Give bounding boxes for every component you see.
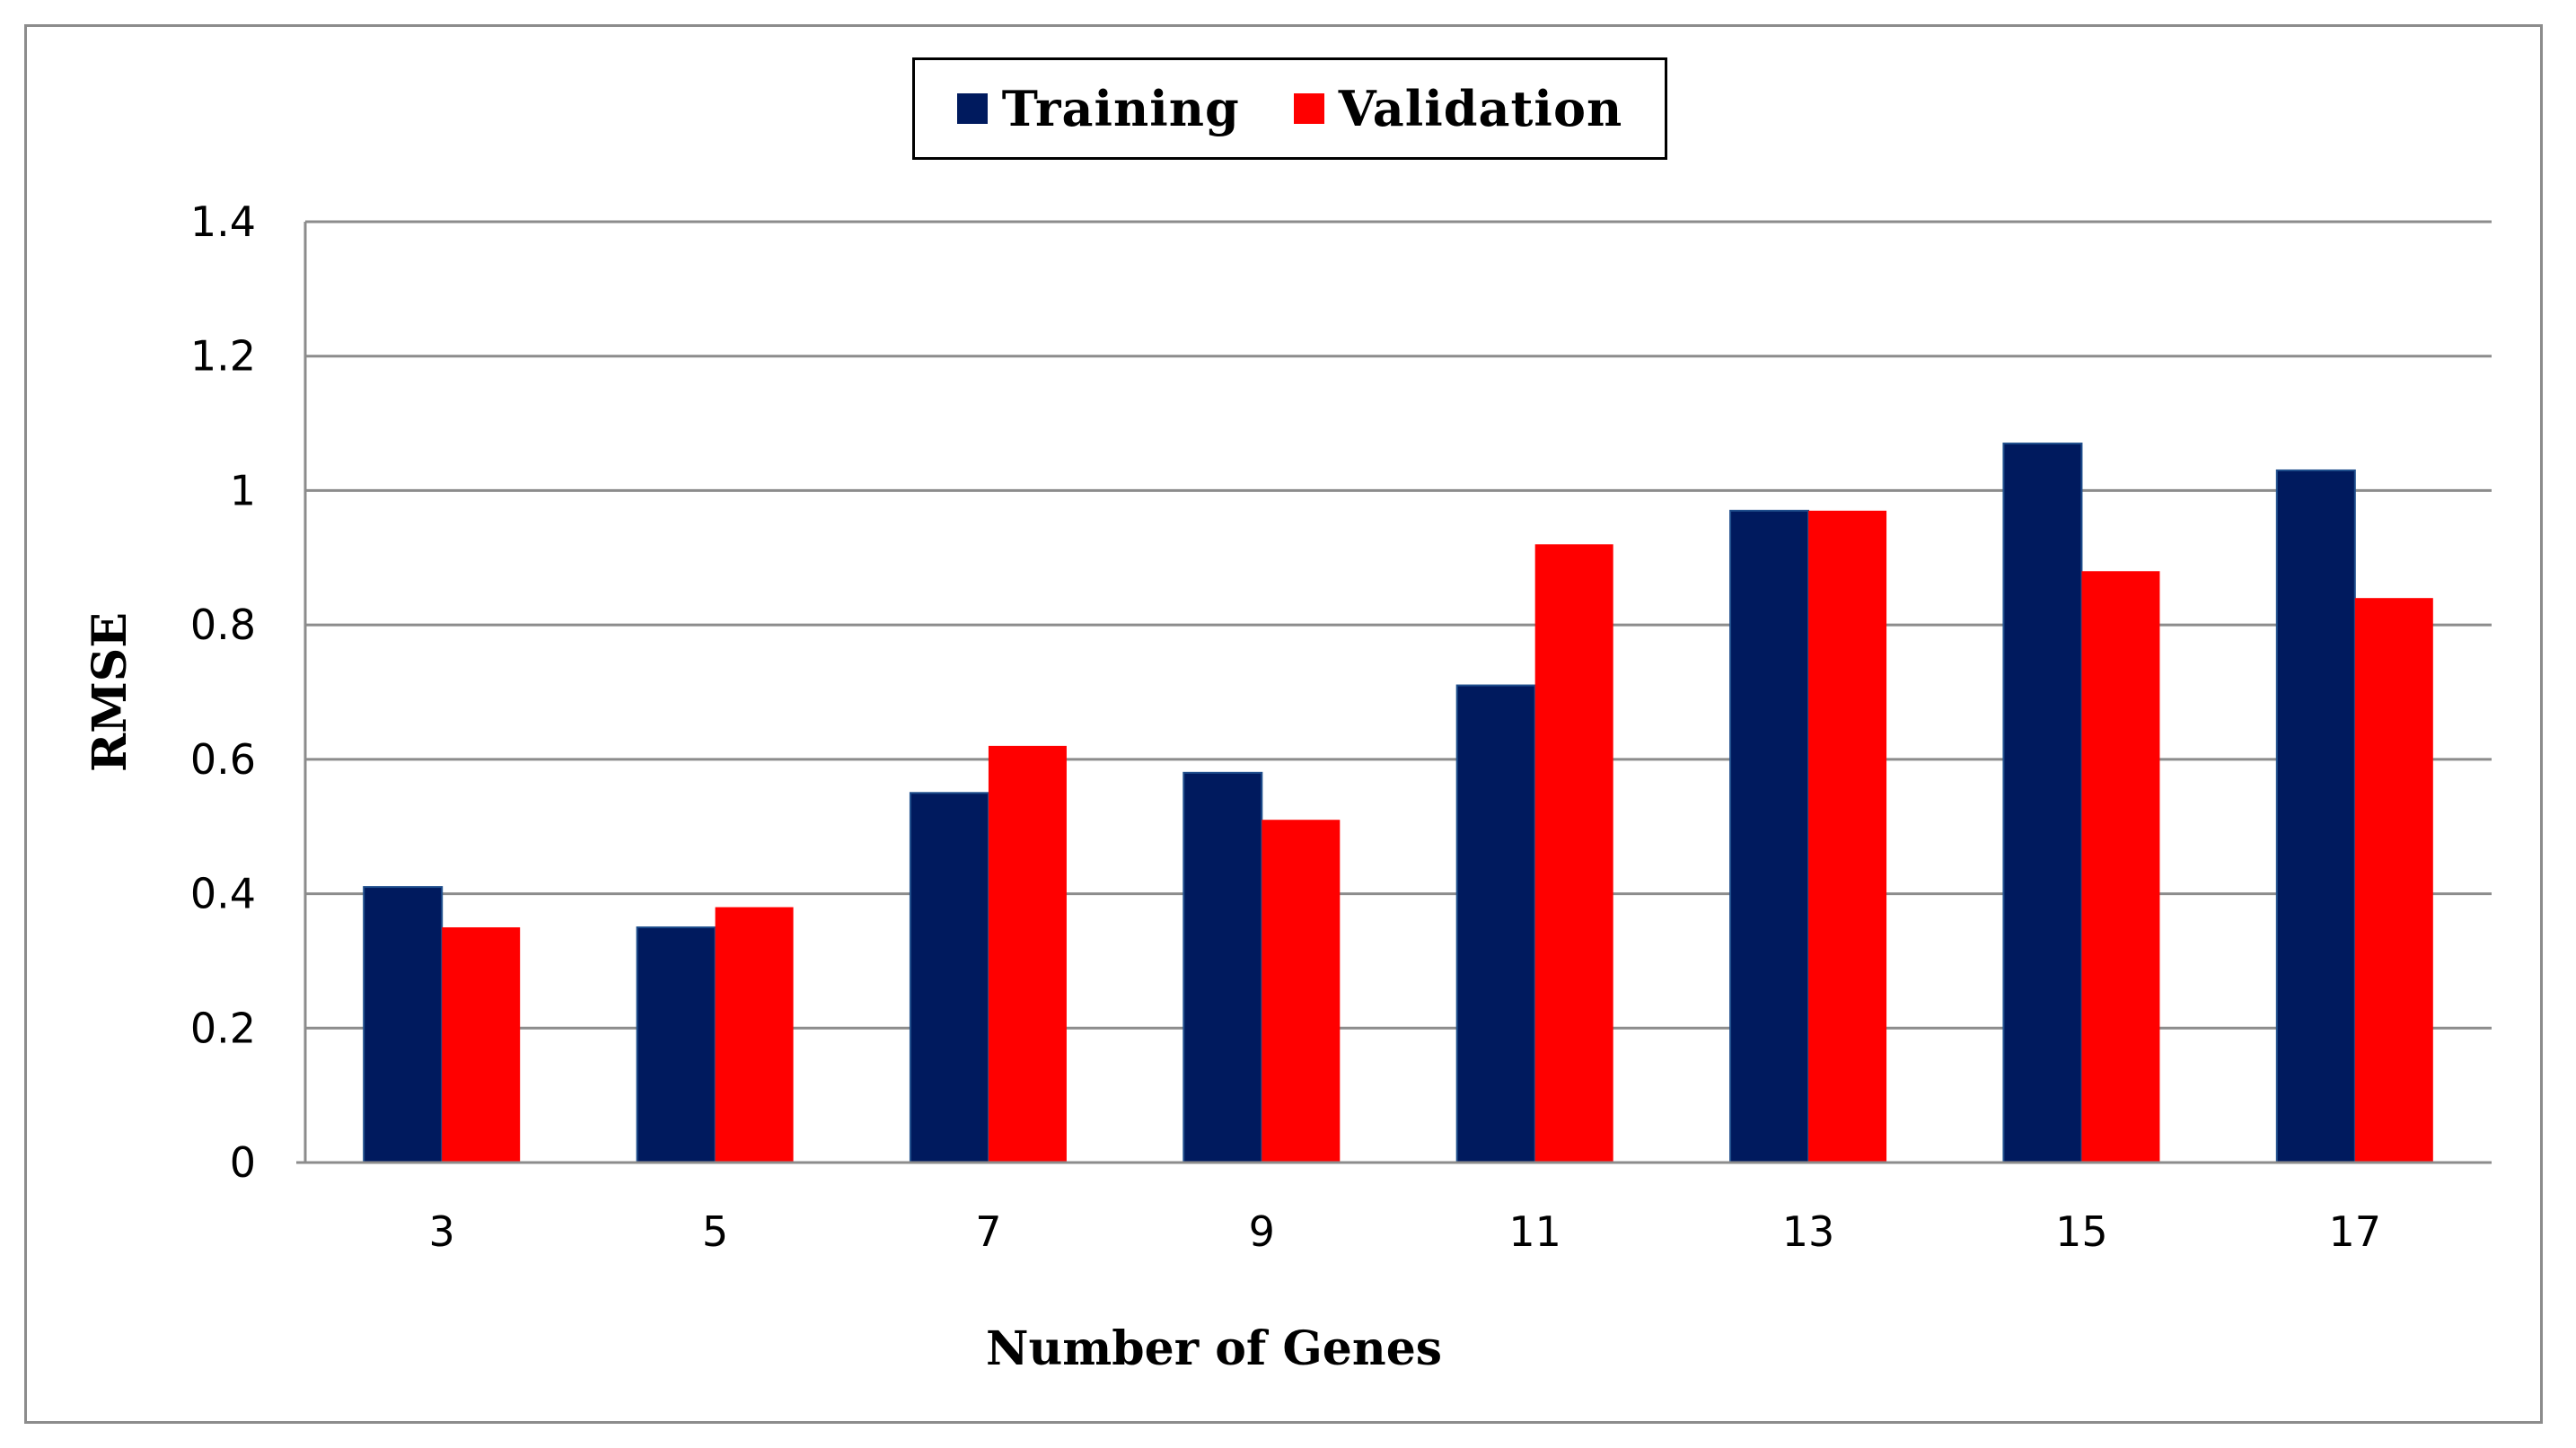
y-tick-label: 0 bbox=[230, 1138, 256, 1187]
x-tick-label: 13 bbox=[1782, 1207, 1835, 1256]
y-axis-title: RMSE bbox=[83, 612, 137, 772]
x-tick-label: 17 bbox=[2329, 1207, 2382, 1256]
x-tick-label: 5 bbox=[702, 1207, 728, 1256]
legend-item-training: Training bbox=[956, 80, 1240, 137]
y-tick-label: 0.6 bbox=[190, 735, 256, 784]
bar-training-15 bbox=[2002, 443, 2083, 1163]
legend-label-validation: Validation bbox=[1338, 80, 1623, 137]
bar-validation-11 bbox=[1534, 544, 1613, 1163]
bar-validation-15 bbox=[2081, 571, 2160, 1163]
bar-training-5 bbox=[636, 926, 717, 1163]
bar-validation-3 bbox=[442, 927, 521, 1163]
x-tick-label: 15 bbox=[2055, 1207, 2108, 1256]
x-tick-label: 11 bbox=[1508, 1207, 1561, 1256]
bar-training-13 bbox=[1729, 509, 1810, 1163]
gridlines bbox=[305, 220, 2492, 1030]
bar-training-11 bbox=[1455, 684, 1536, 1163]
x-axis-title: Number of Genes bbox=[986, 1321, 1442, 1376]
bar-validation-13 bbox=[1808, 510, 1887, 1163]
y-axis-ticks: 0 0.2 0.4 0.6 0.8 1 1.2 1.4 bbox=[190, 197, 256, 1187]
y-tick-label: 1 bbox=[230, 466, 256, 514]
x-tick-label: 7 bbox=[975, 1207, 1001, 1256]
x-tick-label: 9 bbox=[1249, 1207, 1275, 1256]
y-tick-label: 0.2 bbox=[190, 1004, 256, 1052]
legend-label-training: Training bbox=[1001, 80, 1240, 137]
bar-training-3 bbox=[363, 886, 444, 1163]
y-tick-label: 0.4 bbox=[190, 870, 256, 918]
y-tick-label: 1.2 bbox=[190, 332, 256, 381]
bar-training-9 bbox=[1182, 771, 1263, 1163]
x-tick-label: 3 bbox=[429, 1207, 455, 1256]
legend-swatch-validation bbox=[1293, 93, 1324, 124]
bar-validation-5 bbox=[715, 907, 794, 1163]
x-axis-ticks: 3 5 7 9 11 13 15 17 bbox=[429, 1207, 2382, 1256]
bar-validation-17 bbox=[2354, 598, 2433, 1163]
bar-training-17 bbox=[2275, 469, 2356, 1163]
bars bbox=[363, 443, 2433, 1163]
y-tick-label: 0.8 bbox=[190, 601, 256, 649]
legend-swatch-training bbox=[956, 93, 988, 124]
y-tick-label: 1.4 bbox=[190, 197, 256, 246]
bar-validation-7 bbox=[988, 745, 1067, 1163]
legend-item-validation: Validation bbox=[1293, 80, 1623, 137]
bar-training-7 bbox=[909, 792, 989, 1163]
bar-validation-9 bbox=[1262, 820, 1341, 1163]
legend: Training Validation bbox=[912, 57, 1667, 160]
